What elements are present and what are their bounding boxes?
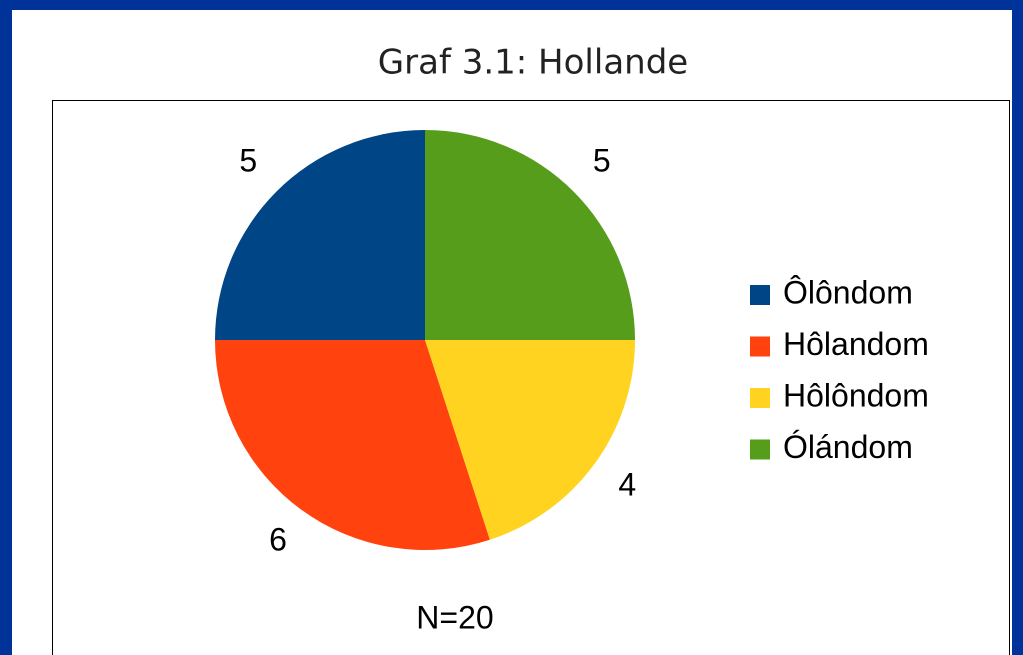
legend-swatch xyxy=(750,439,770,460)
chart-title: Graf 3.1: Hollande xyxy=(378,43,688,83)
data-label: 4 xyxy=(618,466,636,502)
pie-slice xyxy=(215,340,490,550)
pie-slice xyxy=(425,130,635,340)
data-label: 6 xyxy=(269,522,287,558)
data-label: 5 xyxy=(593,143,611,179)
legend-label: Ôlôndom xyxy=(783,274,913,310)
legend-label: Hôlandom xyxy=(783,326,929,362)
legend-swatch xyxy=(750,388,770,408)
pie-slice xyxy=(215,130,425,340)
legend-label: Hôlôndom xyxy=(783,377,929,413)
annotation: N=20 xyxy=(416,599,493,635)
legend-swatch xyxy=(750,285,770,305)
legend-label: Ólándom xyxy=(783,429,913,465)
legend-swatch xyxy=(750,336,770,357)
pie-slice xyxy=(425,340,635,540)
data-label: 5 xyxy=(239,143,257,179)
